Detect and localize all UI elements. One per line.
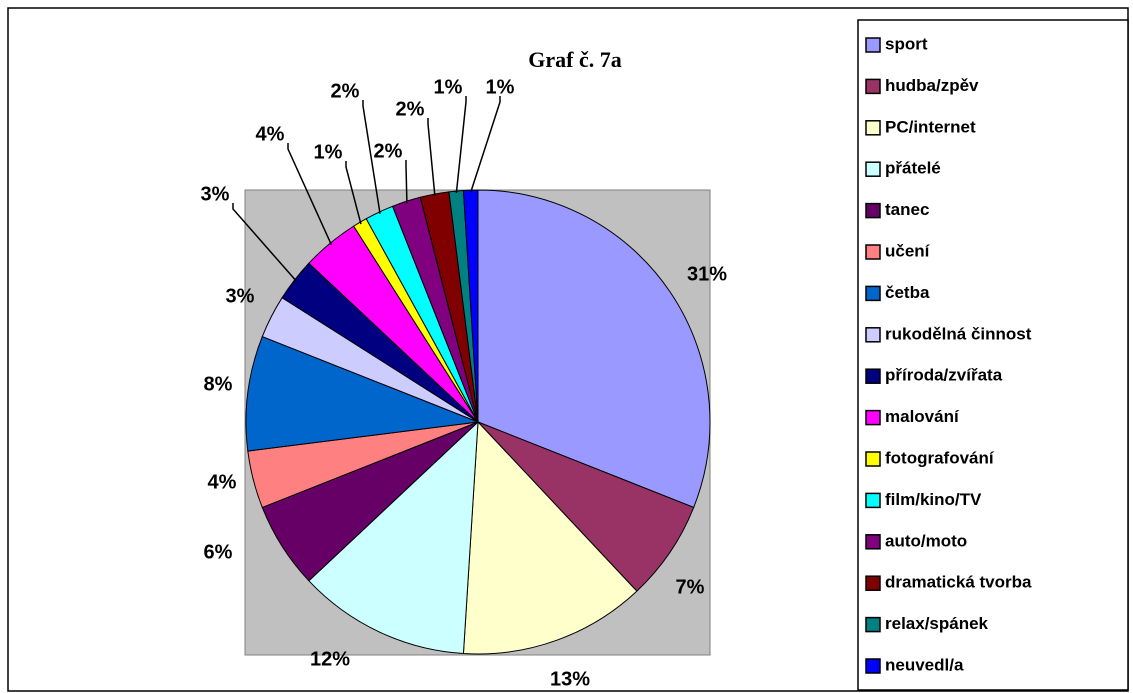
leader-line (232, 203, 297, 282)
data-label: 12% (310, 648, 350, 670)
legend-swatch (865, 244, 881, 260)
legend-label: sport (885, 34, 928, 53)
legend-label: četba (885, 283, 930, 302)
data-label: 6% (204, 541, 233, 563)
pie-slice (308, 420, 479, 655)
legend-label: rukodělná činnost (885, 324, 1032, 343)
legend-swatch (865, 492, 881, 509)
legend-label: dramatická tvorba (885, 573, 1032, 592)
data-label: 8% (204, 373, 233, 395)
leader-line (470, 96, 501, 193)
legend-swatch (865, 327, 881, 343)
legend-box (857, 19, 1129, 691)
legend-label: příroda/zvířata (885, 366, 1003, 385)
legend-swatch (865, 161, 881, 177)
pie-slice (477, 189, 711, 509)
data-label: 2% (396, 98, 425, 120)
legend-swatch (865, 616, 881, 633)
leader-line (455, 96, 467, 194)
chart-title: Graf č. 7a (528, 47, 621, 72)
legend-swatch (865, 368, 881, 384)
legend-swatch (865, 202, 881, 219)
legend-label: učení (885, 241, 931, 260)
legend-swatch (865, 78, 881, 95)
legend-label: hudba/zpěv (885, 76, 979, 95)
legend-swatch (865, 658, 881, 674)
leader-line (345, 161, 362, 225)
legend-label: přátelé (885, 159, 941, 178)
data-label: 31% (687, 263, 727, 285)
data-label: 1% (314, 141, 343, 163)
data-label: 3% (201, 183, 230, 205)
legend-swatch (865, 120, 881, 136)
data-label: 2% (374, 140, 403, 162)
legend-label: relax/spánek (885, 614, 989, 633)
data-label: 1% (434, 76, 463, 98)
data-label: 4% (208, 471, 237, 493)
legend-swatch (865, 575, 881, 591)
leader-line (405, 160, 408, 204)
legend-swatch (865, 409, 881, 426)
pie-slice (462, 420, 638, 655)
legend-swatch (865, 37, 881, 53)
legend-label: neuvedl/a (885, 655, 964, 674)
data-label: 4% (256, 123, 285, 145)
leader-line (362, 100, 381, 215)
legend-label: tanec (885, 200, 929, 219)
legend-label: film/kino/TV (885, 490, 982, 509)
legend-swatch (865, 451, 881, 467)
pie-slice (477, 421, 695, 592)
data-label: 3% (226, 285, 255, 307)
legend-label: auto/moto (885, 531, 967, 550)
legend-swatch (865, 285, 881, 302)
legend-label: PC/internet (885, 117, 976, 136)
legend-label: fotografování (885, 448, 995, 467)
data-label: 13% (550, 668, 590, 690)
legend-label: malování (885, 407, 960, 426)
data-label: 1% (486, 76, 515, 98)
data-label: 7% (676, 576, 705, 598)
leader-line (287, 143, 333, 246)
pie-slice (245, 335, 479, 452)
legend-swatch (865, 534, 881, 550)
leader-line (427, 118, 436, 197)
data-label: 2% (331, 80, 360, 102)
